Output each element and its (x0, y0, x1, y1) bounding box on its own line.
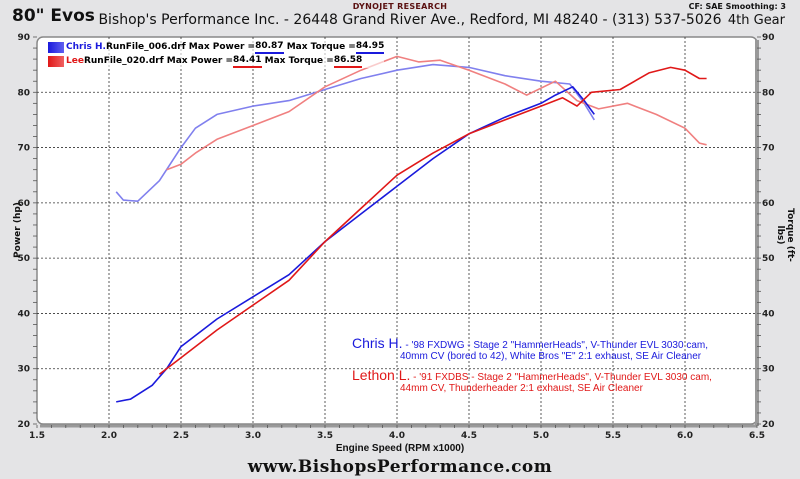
svg-text:3.0: 3.0 (245, 431, 261, 441)
svg-text:70: 70 (762, 144, 775, 154)
svg-text:2.5: 2.5 (173, 431, 189, 441)
note-line1: - '98 FXDWG - Stage 2 "HammerHeads", V-T… (402, 340, 708, 351)
dynojet-brand: DYNOJET RESEARCH (352, 2, 448, 11)
svg-text:3.5: 3.5 (317, 431, 333, 441)
legend-max-torque: 86.58 (333, 54, 363, 68)
grid-lines (37, 37, 757, 424)
data-series (115, 55, 707, 403)
svg-text:4.0: 4.0 (389, 431, 405, 441)
svg-text:4.5: 4.5 (461, 431, 477, 441)
svg-text:30: 30 (17, 365, 30, 375)
note-line2: 40mm CV (bored to 42), White Bros "E" 2:… (400, 351, 702, 362)
series-line (158, 66, 707, 375)
legend-file: RunFile_006.drf (105, 42, 186, 52)
correction-factor: CF: SAE Smoothing: 3 (688, 2, 786, 11)
svg-text:90: 90 (762, 33, 775, 43)
legend-power-label: Max Power = (166, 56, 234, 66)
svg-text:5.5: 5.5 (605, 431, 621, 441)
svg-text:40: 40 (762, 309, 775, 319)
note-chris: Chris H. - '98 FXDWG - Stage 2 "HammerHe… (352, 335, 708, 362)
legend-swatch-red (48, 55, 64, 67)
legend-file: RunFile_020.drf (83, 56, 164, 66)
series-line (166, 55, 707, 171)
legend-name: Lee (66, 56, 84, 66)
svg-text:2.0: 2.0 (101, 431, 117, 441)
svg-text:20: 20 (762, 420, 775, 430)
legend-swatch-blue (48, 41, 64, 53)
svg-text:5.0: 5.0 (533, 431, 549, 441)
page-title: 80" Evos (12, 6, 95, 26)
y-axis-right-label: Torque (ft-lbs) (775, 208, 795, 262)
svg-text:6.5: 6.5 (749, 431, 765, 441)
svg-text:40: 40 (17, 309, 30, 319)
shop-info: Bishop's Performance Inc. - 26448 Grand … (98, 12, 722, 28)
svg-text:20: 20 (17, 420, 30, 430)
legend-max-power: 84.41 (233, 54, 262, 68)
svg-text:80: 80 (17, 88, 30, 98)
svg-text:70: 70 (17, 144, 30, 154)
svg-text:60: 60 (17, 199, 30, 209)
legend-max-torque: 84.95 (355, 40, 385, 54)
legend-name: Chris H. (66, 42, 106, 52)
legend: Chris H. RunFile_006.drf Max Power = 80.… (48, 40, 385, 68)
note-name: Chris H. (352, 335, 403, 351)
note-line2: 44mm CV, Thunderheader 2:1 exhaust, SE A… (400, 383, 643, 394)
svg-text:50: 50 (762, 254, 775, 264)
note-name: Lethon L. (352, 367, 411, 383)
svg-text:1.5: 1.5 (29, 431, 45, 441)
legend-row-lee: Lee RunFile_020.drf Max Power = 84.41 Ma… (48, 54, 384, 68)
y-axis-left-label: Power (hp) (13, 202, 23, 258)
svg-text:6.0: 6.0 (677, 431, 693, 441)
legend-power-label: Max Power = (188, 42, 256, 52)
legend-torque-label: Max Torque = (264, 56, 334, 66)
svg-text:60: 60 (762, 199, 775, 209)
website-url: www.BishopsPerformance.com (247, 457, 553, 477)
svg-text:30: 30 (762, 365, 775, 375)
svg-text:50: 50 (17, 254, 30, 264)
svg-text:80: 80 (762, 88, 775, 98)
series-line (115, 63, 595, 202)
legend-row-chris: Chris H. RunFile_006.drf Max Power = 80.… (48, 40, 385, 54)
legend-max-power: 80.87 (255, 40, 284, 54)
note-lethon: Lethon L. - '91 FXDBS - Stage 2 "HammerH… (352, 367, 712, 394)
legend-torque-label: Max Torque = (286, 42, 356, 52)
x-axis-label: Engine Speed (RPM x1000) (335, 443, 465, 454)
gear-label: 4th Gear (727, 13, 785, 28)
note-line1: - '91 FXDBS - Stage 2 "HammerHeads", V-T… (410, 372, 712, 383)
svg-text:90: 90 (17, 33, 30, 43)
